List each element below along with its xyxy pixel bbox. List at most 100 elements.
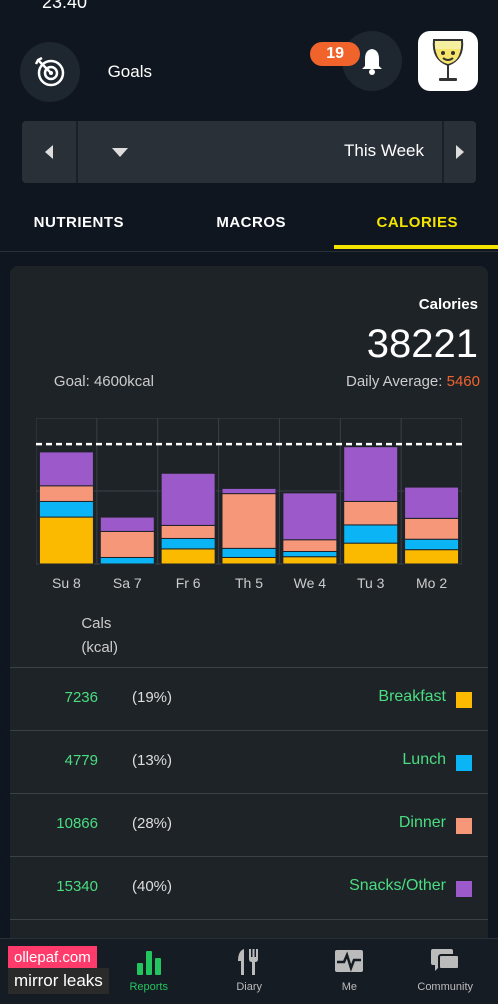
bar-segment-lunch [38, 500, 94, 518]
table-row: Breakfast (19%) 7236 [10, 667, 488, 731]
status-bar: 23:40 [0, 0, 498, 12]
profile-avatar[interactable] [418, 31, 478, 91]
calories-total-text: 38221 [366, 322, 478, 366]
tab-nutrients[interactable]: NUTRIENTS [34, 214, 124, 231]
calories-total: 38221 [367, 322, 478, 367]
goals-text: Goals [107, 62, 152, 81]
daily-average-label: Daily Average: [346, 373, 447, 390]
bar-segment-snacks-other [282, 492, 338, 541]
goals-button[interactable] [20, 42, 80, 102]
x-tick-label: Sa 7 [113, 575, 142, 591]
bar-segment-lunch [221, 547, 277, 558]
nav-reports-label: Reports [129, 981, 169, 993]
chevron-right-icon [45, 145, 53, 159]
row-meal-name-text: Dinner [398, 814, 446, 831]
bar-segment-breakfast [282, 556, 338, 565]
series-swatch [456, 818, 472, 834]
tab-macros[interactable]: MACROS [216, 214, 286, 231]
tab-calories[interactable]: CALORIES [376, 214, 458, 231]
daily-average-wrap: Daily Average: 5460 [346, 373, 480, 390]
row-meal-name-text: Lunch [402, 751, 446, 768]
notification-badge: 19 [310, 42, 360, 66]
nav-community[interactable]: Community [400, 945, 490, 993]
row-meal-name: Lunch [402, 751, 446, 769]
goals-label[interactable]: Goals [108, 62, 152, 82]
units-line1: Cals [81, 615, 112, 632]
x-tick-label: Tu 3 [357, 575, 385, 591]
row-percentage: (19%) [132, 689, 172, 706]
fork-knife-icon [238, 949, 258, 975]
tab-macros-label: MACROS [216, 214, 286, 231]
series-swatch [456, 881, 472, 897]
row-calories-text: 4779 [64, 752, 98, 769]
chevron-left-icon [456, 145, 464, 159]
bar-segment-breakfast [221, 556, 277, 565]
wine-glass-icon [432, 39, 464, 81]
watermark-line2: mirror leaks [14, 971, 103, 990]
calories-bar-chart: Mo 2 Tu 3 We 4 Th 5 Fr 6 Sa 7 Su 8 [36, 418, 462, 591]
bar-segment-lunch [404, 538, 460, 551]
bar-segment-dinner [99, 530, 155, 558]
watermark-caption: mirror leaks [8, 968, 109, 994]
row-calories: 7236 [65, 689, 98, 706]
bar-segment-lunch [343, 524, 399, 544]
watermark-site: ollepaf.com [8, 946, 97, 970]
next-week-button[interactable] [22, 121, 78, 183]
nav-me[interactable]: Me [304, 945, 394, 993]
active-tab-indicator [334, 245, 498, 249]
row-meal-name: Breakfast [378, 688, 446, 706]
bar-segment-snacks-other [221, 487, 277, 495]
units-line2: (kcal) [81, 639, 118, 656]
row-percentage: (13%) [132, 752, 172, 769]
bar-segment-dinner [282, 539, 338, 552]
chat-bubbles-icon [431, 949, 460, 971]
row-calories-text: 15340 [56, 878, 98, 895]
bar-segment-lunch [282, 550, 338, 558]
row-calories-text: 7236 [64, 689, 98, 706]
bell-icon [362, 49, 382, 75]
bar-segment-snacks-other [38, 451, 94, 487]
calories-title-text: Calories [418, 296, 478, 313]
dropdown-caret-icon [112, 148, 128, 157]
x-tick-label: Fr 6 [176, 575, 201, 591]
row-meal-name: Snacks/Other [349, 877, 446, 895]
table-row: Snacks/Other (40%) 15340 [10, 856, 488, 920]
row-percentage: (28%) [132, 815, 172, 832]
bar-segment-snacks-other [160, 472, 216, 526]
series-swatch [456, 755, 472, 771]
bottom-navigation: Community Me Diary Reports [0, 938, 498, 1004]
row-calories-text: 10866 [56, 815, 98, 832]
nav-community-label: Community [417, 981, 473, 993]
notifications-button[interactable] [342, 31, 402, 91]
bar-segment-breakfast [343, 542, 399, 565]
row-percentage-text: (19%) [131, 689, 172, 706]
row-calories: 4779 [65, 752, 98, 769]
bar-segment-breakfast [38, 516, 94, 565]
x-tick-label: We 4 [294, 575, 327, 591]
row-percentage-text: (40%) [131, 878, 172, 895]
nav-diary[interactable]: Diary [204, 945, 294, 993]
tab-nutrients-label: NUTRIENTS [33, 214, 124, 231]
bar-segment-lunch [99, 556, 155, 565]
bar-segment-dinner [221, 493, 277, 549]
date-range-selector[interactable]: This Week [22, 121, 476, 183]
report-tabs: CALORIES MACROS NUTRIENTS [0, 196, 498, 252]
notification-count: 19 [326, 45, 344, 62]
units-header: Cals (kcal) [81, 612, 118, 660]
bar-segment-breakfast [160, 548, 216, 565]
x-tick-label: Th 5 [235, 575, 263, 591]
nav-diary-label: Diary [236, 981, 262, 993]
bar-segment-dinner [160, 524, 216, 539]
calorie-goal: Goal: 4600kcal [54, 373, 154, 390]
bar-segment-dinner [38, 485, 94, 502]
previous-week-button[interactable] [442, 121, 476, 183]
date-range-label: This Week [344, 141, 424, 160]
nav-reports[interactable]: Reports [104, 945, 194, 993]
bar-chart-icon [137, 951, 161, 975]
bar-segment-snacks-other [99, 516, 155, 532]
row-calories: 15340 [56, 878, 98, 895]
calorie-goal-text: Goal: 4600kcal [53, 373, 154, 390]
row-percentage: (40%) [132, 878, 172, 895]
table-row: Dinner (28%) 10866 [10, 793, 488, 857]
series-swatch [456, 692, 472, 708]
